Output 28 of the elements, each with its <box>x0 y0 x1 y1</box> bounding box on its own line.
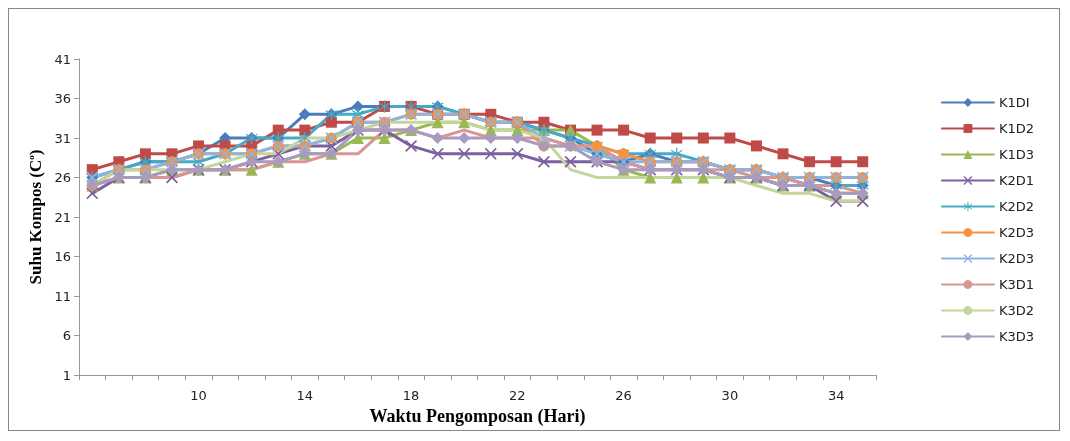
y-tick-label: 21 <box>54 209 71 225</box>
y-tick-label: 16 <box>54 249 71 265</box>
y-tick-label: 36 <box>54 91 71 107</box>
legend-label: K2D1 <box>998 173 1034 188</box>
x-tick-label: 18 <box>402 388 420 404</box>
legend-label: K3D2 <box>998 303 1034 318</box>
legend-label: K2D3 <box>998 251 1034 266</box>
y-axis-title: Suhu Kompos (Co) <box>25 149 45 285</box>
legend-label: K1D3 <box>998 147 1034 162</box>
x-tick-label: 26 <box>615 388 632 404</box>
x-tick-label: 22 <box>509 388 526 404</box>
legend-label: K2D2 <box>998 199 1034 214</box>
x-tick-label: 14 <box>296 388 314 404</box>
y-tick-label: 6 <box>62 328 71 344</box>
y-tick-label: 41 <box>54 51 71 67</box>
x-tick-label: 34 <box>827 388 845 404</box>
legend-label: K1DI <box>998 95 1030 110</box>
legend-label: K1D2 <box>998 121 1034 136</box>
legend-label: K3D1 <box>998 277 1034 292</box>
y-tick-label: 26 <box>54 170 71 186</box>
x-axis-title: Waktu Pengomposan (Hari) <box>369 406 586 427</box>
x-tick-label: 30 <box>721 388 739 404</box>
legend-label: K2D3 <box>998 225 1034 240</box>
x-tick-label: 10 <box>190 388 207 404</box>
y-tick-label: 11 <box>54 288 71 304</box>
legend-label: K3D3 <box>998 329 1034 344</box>
y-tick-label: 1 <box>62 367 71 383</box>
y-tick-label: 31 <box>54 130 71 146</box>
